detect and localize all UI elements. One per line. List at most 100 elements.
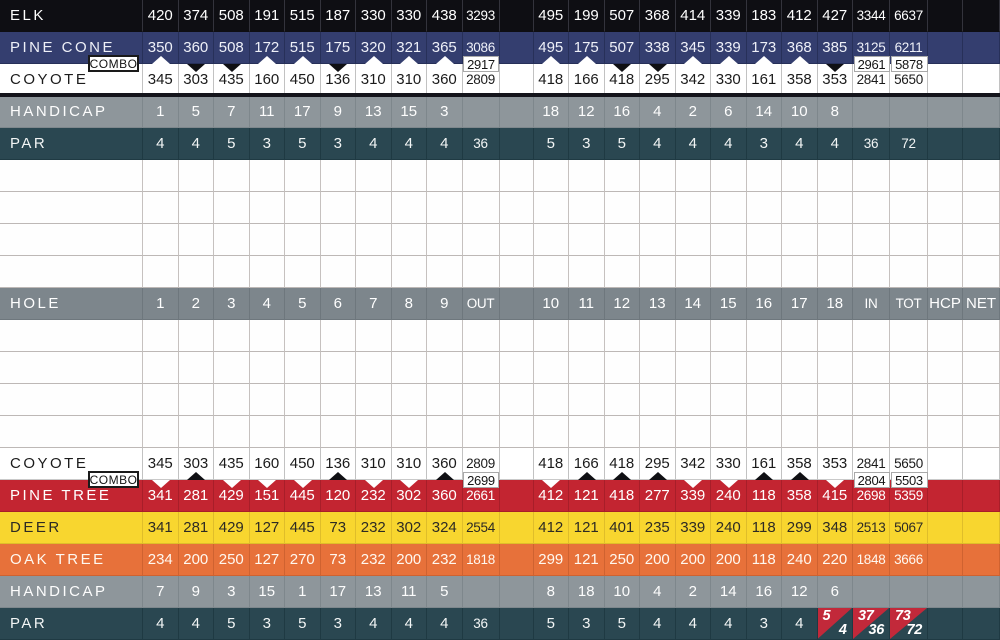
- combo-marker-up-icon: [613, 472, 632, 480]
- par-h7: 4: [356, 608, 392, 640]
- empty-net: [963, 192, 1000, 224]
- empty-h6: [320, 192, 356, 224]
- par-h7: 4: [356, 128, 392, 160]
- empty-h18: [817, 192, 853, 224]
- pine-tree-h14: 339: [675, 480, 711, 512]
- par-split-bottom-value: 36: [868, 622, 884, 638]
- elk-h11: 199: [569, 0, 605, 32]
- empty-h15: [711, 416, 747, 448]
- coyote-h10: 418: [533, 64, 569, 96]
- empty-h9: [427, 224, 463, 256]
- empty-h4: [249, 352, 285, 384]
- elk-h17: 412: [782, 0, 818, 32]
- par-gap: [499, 608, 534, 640]
- empty-h5: [285, 160, 321, 192]
- empty-tot: [890, 320, 928, 352]
- par-h3: 5: [214, 128, 250, 160]
- deer-h10: 412: [533, 512, 569, 544]
- empty-h10: [533, 352, 569, 384]
- coyote-h17: 358: [782, 64, 818, 96]
- coyote-h5: 450: [285, 448, 321, 480]
- par-in: 37 36: [853, 608, 890, 640]
- handicap-h8: 11: [391, 576, 427, 608]
- empty-h13: [640, 384, 676, 416]
- row-empty-10: [0, 320, 1000, 352]
- par-h15: 4: [711, 608, 747, 640]
- empty-h9: [427, 256, 463, 288]
- coyote-hcp: [928, 448, 963, 480]
- elk-h7: 330: [356, 0, 392, 32]
- deer-h11: 121: [569, 512, 605, 544]
- pine-tree-h11: 121: [569, 480, 605, 512]
- handicap-h8: 15: [391, 96, 427, 128]
- combo-marker-up-icon: [258, 56, 277, 64]
- handicap-out: [462, 576, 500, 608]
- empty-h12: [604, 384, 640, 416]
- empty-label: [0, 192, 143, 224]
- hole-net: NET: [963, 288, 1000, 320]
- oak-tree-h18: 220: [817, 544, 853, 576]
- empty-label: [0, 320, 143, 352]
- row-empty-8: [0, 256, 1000, 288]
- empty-h1: [143, 192, 179, 224]
- handicap-h3: 7: [214, 96, 250, 128]
- empty-h11: [569, 224, 605, 256]
- par-h9: 4: [427, 608, 463, 640]
- hole-h6: 6: [320, 288, 356, 320]
- handicap-h13: 4: [640, 96, 676, 128]
- row-handicap-3: HANDICAP 1 5 7 11 17 9 13 15 3 18 12 16 4 2 6 14 10 8: [0, 96, 1000, 128]
- empty-h16: [746, 416, 782, 448]
- coyote-gap: [499, 64, 534, 96]
- pine-tree-hcp: [928, 480, 963, 512]
- deer-h4: 127: [249, 512, 285, 544]
- handicap-h17: 10: [782, 96, 818, 128]
- handicap-h13: 4: [640, 576, 676, 608]
- deer-net: [963, 512, 1000, 544]
- combo-marker-down-icon: [187, 64, 206, 72]
- handicap-h4: 11: [249, 96, 285, 128]
- empty-in: [853, 160, 890, 192]
- handicap-in: [853, 576, 890, 608]
- empty-h2: [178, 224, 214, 256]
- oak-tree-h11: 121: [569, 544, 605, 576]
- empty-h6: [320, 256, 356, 288]
- empty-h17: [782, 352, 818, 384]
- hole-hcp: HCP: [928, 288, 963, 320]
- handicap-net: [963, 96, 1000, 128]
- par-out: 36: [462, 128, 500, 160]
- empty-h12: [604, 192, 640, 224]
- empty-h3: [214, 320, 250, 352]
- empty-h7: [356, 384, 392, 416]
- empty-h11: [569, 416, 605, 448]
- empty-h2: [178, 160, 214, 192]
- empty-h15: [711, 224, 747, 256]
- pine-tree-in: 2698: [853, 480, 890, 512]
- empty-h15: [711, 256, 747, 288]
- empty-h15: [711, 384, 747, 416]
- hole-h7: 7: [356, 288, 392, 320]
- empty-h17: [782, 384, 818, 416]
- handicap-h15: 6: [711, 96, 747, 128]
- empty-tot: [890, 416, 928, 448]
- oak-tree-tot: 3666: [890, 544, 928, 576]
- deer-h15: 240: [711, 512, 747, 544]
- empty-h7: [356, 256, 392, 288]
- handicap-h16: 14: [746, 96, 782, 128]
- empty-h5: [285, 192, 321, 224]
- empty-gap: [499, 352, 534, 384]
- empty-h6: [320, 320, 356, 352]
- oak-tree-h10: 299: [533, 544, 569, 576]
- empty-hcp: [928, 352, 963, 384]
- hole-h17: 17: [782, 288, 818, 320]
- empty-h13: [640, 320, 676, 352]
- coyote-h15: 330: [711, 448, 747, 480]
- pine-tree-h6: 120: [320, 480, 356, 512]
- elk-label: ELK: [0, 0, 143, 32]
- empty-h4: [249, 256, 285, 288]
- deer-out: 2554: [462, 512, 500, 544]
- coyote-h8: 310: [391, 64, 427, 96]
- row-empty-7: [0, 224, 1000, 256]
- empty-h17: [782, 224, 818, 256]
- combo-marker-down-icon: [222, 64, 241, 72]
- handicap-h7: 13: [356, 576, 392, 608]
